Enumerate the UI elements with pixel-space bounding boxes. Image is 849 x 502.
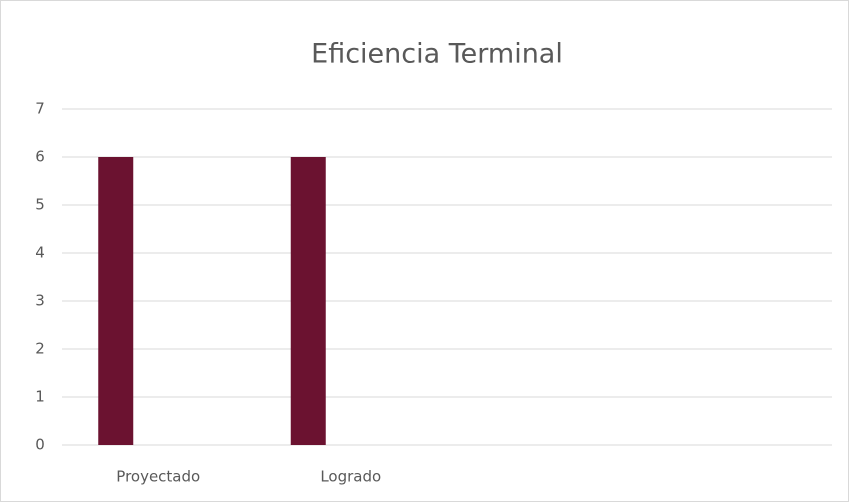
y-tick-label: 0 bbox=[35, 436, 45, 454]
x-tick-label: Proyectado bbox=[116, 468, 200, 486]
y-tick-label: 1 bbox=[35, 388, 45, 406]
bar bbox=[290, 157, 326, 445]
y-tick-label: 2 bbox=[35, 340, 45, 358]
y-tick-label: 7 bbox=[35, 100, 45, 118]
y-tick-label: 5 bbox=[35, 196, 45, 214]
bar bbox=[98, 157, 134, 445]
y-tick-label: 3 bbox=[35, 292, 45, 310]
x-tick-label: Logrado bbox=[320, 468, 381, 486]
y-tick-label: 4 bbox=[35, 244, 45, 262]
chart-title: Eficiencia Terminal bbox=[311, 39, 563, 70]
y-tick-label: 6 bbox=[35, 148, 45, 166]
